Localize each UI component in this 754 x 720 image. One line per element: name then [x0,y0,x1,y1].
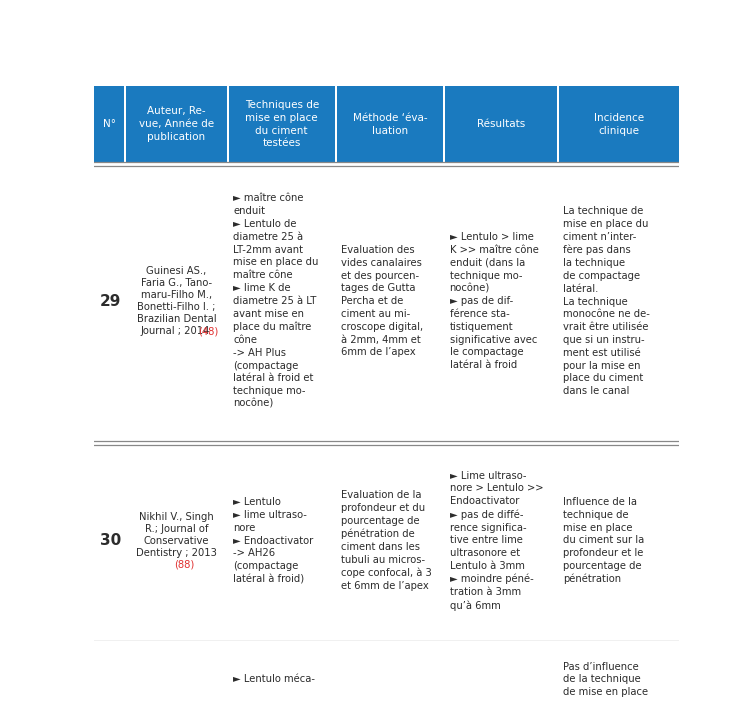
Bar [445,86,557,162]
Text: Bonetti-Filho I. ;: Bonetti-Filho I. ; [137,302,216,312]
Text: N°: N° [103,119,116,129]
Text: Evaluation de la
profondeur et du
pourcentage de
pénétration de
ciment dans les
: Evaluation de la profondeur et du pource… [342,490,432,591]
Bar [94,86,124,162]
Text: 30: 30 [100,534,121,548]
Text: ► Lentulo
► lime ultraso-
nore
► Endoactivator
-> AH26
(compactage
latéral à fro: ► Lentulo ► lime ultraso- nore ► Endoact… [233,498,314,584]
Text: Méthode ‘éva-
luation: Méthode ‘éva- luation [353,113,428,135]
Text: Brazilian Dental: Brazilian Dental [136,314,216,324]
Text: ► maître cône
enduit
► Lentulo de
diametre 25 à
LT-2mm avant
mise en place du
ma: ► maître cône enduit ► Lentulo de diamet… [233,194,319,409]
Text: Nikhil V., Singh: Nikhil V., Singh [139,512,214,522]
Text: maru-Filho M.,: maru-Filho M., [141,290,212,300]
Text: Conservative: Conservative [144,536,210,546]
Text: La technique de
mise en place du
ciment n’inter-
fère pas dans
la technique
de c: La technique de mise en place du ciment … [563,207,651,396]
Bar [337,86,443,162]
Text: R.; Journal of: R.; Journal of [145,523,208,534]
Text: Incidence
clinique: Incidence clinique [593,113,644,135]
Text: ► Lime ultraso-
nore > Lentulo >>
Endoactivator
► pas de diffé-
rence significa-: ► Lime ultraso- nore > Lentulo >> Endoac… [449,471,543,611]
Text: ► Lentulo > lime
K >> maître cône
enduit (dans la
technique mo-
nocône)
► pas de: ► Lentulo > lime K >> maître cône enduit… [449,233,538,370]
Text: (48): (48) [198,326,219,336]
Bar [127,86,227,162]
Text: Pas d’influence
de la technique
de mise en place: Pas d’influence de la technique de mise … [563,662,648,697]
Text: Journal ; 2014: Journal ; 2014 [140,326,213,336]
Text: Auteur, Re-
vue, Année de
publication: Auteur, Re- vue, Année de publication [139,107,214,142]
Text: Dentistry ; 2013: Dentistry ; 2013 [136,548,217,557]
Bar [559,86,679,162]
Text: 29: 29 [100,294,121,309]
Text: Evaluation des
vides canalaires
et des pourcen-
tages de Gutta
Percha et de
cime: Evaluation des vides canalaires et des p… [342,245,424,357]
Text: Guinesi AS.,: Guinesi AS., [146,266,207,276]
Text: Faria G., Tano-: Faria G., Tano- [141,279,212,288]
Bar [228,86,335,162]
Text: ► Lentulo méca-: ► Lentulo méca- [233,675,315,684]
Text: (88): (88) [173,559,194,570]
Text: Techniques de
mise en place
du ciment
testées: Techniques de mise en place du ciment te… [244,100,319,148]
Text: Résultats: Résultats [477,119,525,129]
Text: Influence de la
technique de
mise en place
du ciment sur la
profondeur et le
pou: Influence de la technique de mise en pla… [563,497,645,585]
